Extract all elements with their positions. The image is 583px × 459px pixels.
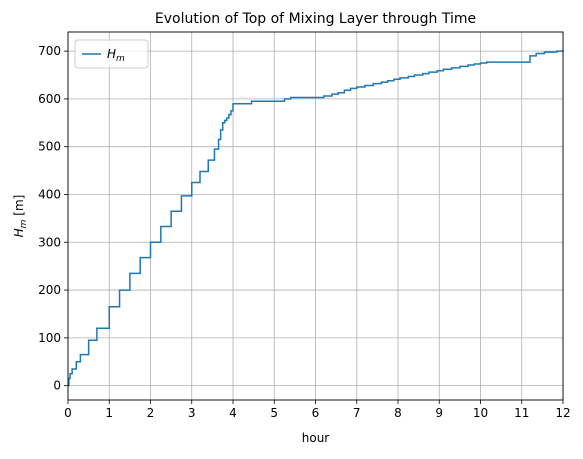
x-tick-label: 2 bbox=[147, 406, 155, 420]
y-tick-label: 600 bbox=[38, 92, 61, 106]
x-tick-label: 3 bbox=[188, 406, 196, 420]
y-tick-label: 0 bbox=[53, 379, 61, 393]
legend: Hm bbox=[74, 39, 149, 69]
grid-layer bbox=[67, 32, 564, 400]
series-layer bbox=[68, 50, 564, 387]
x-tick-label: 6 bbox=[312, 406, 320, 420]
x-tick-label: 1 bbox=[105, 406, 113, 420]
x-tick-label: 10 bbox=[473, 406, 488, 420]
legend-label-subscript: m bbox=[116, 54, 125, 64]
x-tick-label: 4 bbox=[229, 406, 237, 420]
x-axis-label: hour bbox=[302, 431, 330, 445]
y-tick-label: 100 bbox=[38, 331, 61, 345]
y-tick-label: 500 bbox=[38, 140, 61, 154]
y-axis-label-subscript: m bbox=[19, 219, 29, 228]
chart-title: Evolution of Top of Mixing Layer through… bbox=[155, 11, 476, 27]
x-tick-label: 0 bbox=[64, 406, 72, 420]
y-axis-label: Hm [m] bbox=[12, 195, 29, 238]
series-line-hm bbox=[68, 50, 564, 387]
x-tick-label: 12 bbox=[555, 406, 570, 420]
x-tick-label: 7 bbox=[353, 406, 361, 420]
y-tick-label: 400 bbox=[38, 187, 61, 201]
y-axis-label-symbol: H bbox=[12, 228, 26, 237]
legend-box bbox=[74, 39, 149, 69]
y-tick-label: 700 bbox=[38, 44, 61, 58]
x-tick-label: 11 bbox=[514, 406, 529, 420]
legend-label: Hm bbox=[107, 47, 125, 64]
y-axis-label-unit: [m] bbox=[12, 195, 26, 220]
legend-label-symbol: H bbox=[107, 47, 116, 61]
x-tick-label: 9 bbox=[435, 406, 443, 420]
x-tick-label: 5 bbox=[270, 406, 278, 420]
y-tick-label: 200 bbox=[38, 283, 61, 297]
y-tick-label: 300 bbox=[38, 235, 61, 249]
x-tick-label: 8 bbox=[394, 406, 402, 420]
